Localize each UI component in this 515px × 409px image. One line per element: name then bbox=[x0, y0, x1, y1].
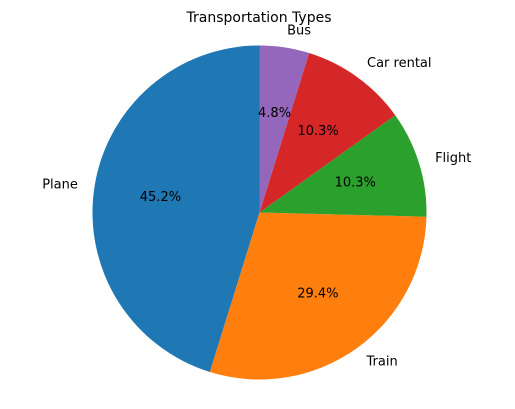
pie-slice-plane bbox=[92, 45, 260, 372]
slice-percent-car-rental: 10.3% bbox=[297, 124, 338, 139]
slice-label-train: Train bbox=[366, 354, 398, 369]
pie-labels: Plane 45.2% Train 29.4% Flight 10.3% Car renta… bbox=[42, 23, 471, 369]
slice-label-bus: Bus bbox=[287, 23, 311, 38]
pie-slice-train bbox=[209, 212, 427, 380]
chart-title: Transportation Types bbox=[186, 10, 332, 26]
slice-percent-train: 29.4% bbox=[297, 286, 338, 301]
pie-slices bbox=[92, 45, 427, 380]
slice-percent-flight: 10.3% bbox=[335, 176, 376, 191]
pie-slice-bus bbox=[259, 45, 310, 213]
pie-slice-car-rental bbox=[259, 53, 396, 213]
slice-label-car-rental: Car rental bbox=[367, 56, 432, 71]
pie-slice-flight bbox=[259, 115, 427, 217]
slice-percent-bus: 4.8% bbox=[258, 106, 291, 121]
slice-percent-plane: 45.2% bbox=[140, 190, 181, 205]
slice-label-plane: Plane bbox=[42, 177, 78, 192]
slice-label-flight: Flight bbox=[435, 151, 471, 166]
